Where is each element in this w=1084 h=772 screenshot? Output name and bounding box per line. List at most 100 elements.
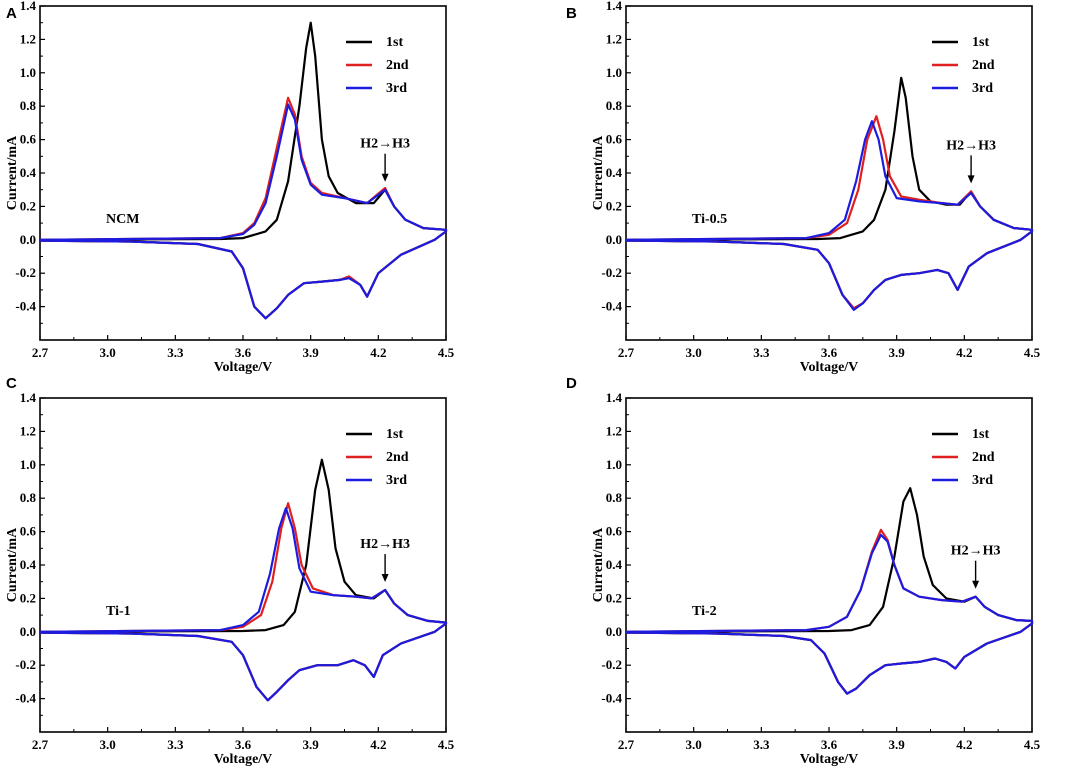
x-tick-label: 3.3 <box>753 345 770 360</box>
x-tick-label: 4.5 <box>1024 737 1041 752</box>
phase-annotation: H2→H3 <box>360 137 410 152</box>
y-tick-label: 0.6 <box>20 132 37 147</box>
x-tick-label: 3.3 <box>167 737 184 752</box>
legend-label-1st: 1st <box>386 427 403 442</box>
y-tick-label: 1.2 <box>606 423 622 438</box>
y-tick-label: 0.2 <box>20 590 36 605</box>
legend-label-2nd: 2nd <box>972 450 995 465</box>
y-tick-label: 0.0 <box>606 624 622 639</box>
phase-annotation: H2→H3 <box>360 537 410 552</box>
annotation-arrow-head <box>381 173 389 182</box>
legend-label-1st: 1st <box>972 427 989 442</box>
x-tick-label: 3.0 <box>100 737 116 752</box>
y-tick-label: 0.4 <box>606 557 623 572</box>
y-tick-label: 0.8 <box>606 98 623 113</box>
x-tick-label: 3.0 <box>686 345 702 360</box>
panel-label: D <box>566 375 577 392</box>
y-tick-label: 0.2 <box>606 590 622 605</box>
y-tick-label: 1.0 <box>20 65 36 80</box>
x-tick-label: 4.5 <box>1024 345 1041 360</box>
y-axis-label: Current/mA <box>5 527 20 602</box>
y-tick-label: 0.6 <box>20 524 37 539</box>
x-tick-label: 3.9 <box>889 345 906 360</box>
x-tick-label: 2.7 <box>618 737 635 752</box>
x-axis-label: Voltage/V <box>214 360 273 375</box>
y-tick-label: 1.0 <box>20 457 36 472</box>
legend-label-2nd: 2nd <box>386 58 409 73</box>
x-tick-label: 4.2 <box>956 345 972 360</box>
x-tick-label: 4.5 <box>438 737 455 752</box>
y-tick-label: 1.4 <box>20 0 37 13</box>
y-tick-label: 0.0 <box>20 624 36 639</box>
y-tick-label: 1.0 <box>606 457 622 472</box>
y-tick-label: 0.6 <box>606 132 623 147</box>
legend-label-3rd: 3rd <box>386 81 407 96</box>
y-tick-label: 1.0 <box>606 65 622 80</box>
series-line-3rd <box>625 120 1034 311</box>
y-tick-label: 1.2 <box>606 31 622 46</box>
y-tick-label: -0.2 <box>601 265 622 280</box>
x-axis-label: Voltage/V <box>214 752 273 767</box>
legend-label-1st: 1st <box>386 35 403 50</box>
legend-label-3rd: 3rd <box>386 473 407 488</box>
y-tick-label: -0.4 <box>601 691 622 706</box>
x-tick-label: 3.9 <box>303 345 320 360</box>
legend-label-2nd: 2nd <box>972 58 995 73</box>
x-tick-label: 2.7 <box>618 345 635 360</box>
y-tick-label: 0.2 <box>20 198 36 213</box>
series-line-3rd <box>625 533 1034 695</box>
x-axis-label: Voltage/V <box>800 360 859 375</box>
y-tick-label: -0.2 <box>601 657 622 672</box>
y-tick-label: 0.6 <box>606 524 623 539</box>
sample-label: NCM <box>106 212 139 227</box>
series-line-3rd <box>39 507 448 702</box>
y-tick-label: 1.4 <box>606 0 623 13</box>
x-tick-label: 2.7 <box>32 737 49 752</box>
chart-panel-c: C 2.7 3.0 3.3 3.6 3.9 4.2 4.5 -0.4 -0.2 0.0 0.2 0.4 0… <box>5 375 455 767</box>
y-axis-label: Current/mA <box>5 135 20 210</box>
sample-label: Ti-1 <box>106 604 131 619</box>
annotation-arrow-head <box>972 580 980 589</box>
x-axis-label: Voltage/V <box>800 752 859 767</box>
legend-label-2nd: 2nd <box>386 450 409 465</box>
x-tick-label: 3.3 <box>167 345 184 360</box>
annotation-arrow-head <box>381 574 389 583</box>
y-tick-label: 1.2 <box>20 423 36 438</box>
x-tick-label: 3.6 <box>235 737 252 752</box>
y-tick-label: 0.4 <box>20 557 37 572</box>
x-tick-label: 4.2 <box>370 737 386 752</box>
sample-label: Ti-0.5 <box>692 212 727 227</box>
x-tick-label: 4.5 <box>438 345 455 360</box>
y-tick-label: 1.2 <box>20 31 36 46</box>
chart-panel-a: A 2.7 3.0 3.3 3.6 3.9 4.2 4.5 -0.4 -0.2 0.0 0.2 0.4 0… <box>5 0 455 375</box>
annotation-arrow-head <box>967 175 975 184</box>
panel-label: A <box>6 5 17 22</box>
y-axis-label: Current/mA <box>591 527 606 602</box>
sample-label: Ti-2 <box>692 604 717 619</box>
y-tick-label: 0.8 <box>20 98 37 113</box>
y-tick-label: -0.4 <box>601 299 622 314</box>
y-axis-label: Current/mA <box>591 135 606 210</box>
y-tick-label: 0.0 <box>606 232 622 247</box>
series-line-2nd <box>39 502 448 702</box>
y-tick-label: 0.8 <box>606 490 623 505</box>
legend-label-1st: 1st <box>972 35 989 50</box>
y-tick-label: 1.4 <box>606 390 623 405</box>
x-tick-label: 2.7 <box>32 345 49 360</box>
legend-label-3rd: 3rd <box>972 81 993 96</box>
plot-frame <box>625 397 1033 733</box>
x-tick-label: 3.9 <box>303 737 320 752</box>
y-tick-label: 1.4 <box>20 390 37 405</box>
y-tick-label: 0.4 <box>20 165 37 180</box>
x-tick-label: 4.2 <box>956 737 972 752</box>
phase-annotation: H2→H3 <box>951 544 1001 559</box>
panel-label: C <box>6 375 17 392</box>
phase-annotation: H2→H3 <box>946 138 996 153</box>
y-tick-label: -0.4 <box>15 299 36 314</box>
y-tick-label: -0.4 <box>15 691 36 706</box>
y-tick-label: 0.4 <box>606 165 623 180</box>
y-tick-label: 0.0 <box>20 232 36 247</box>
y-tick-label: -0.2 <box>15 265 36 280</box>
chart-panel-b: B 2.7 3.0 3.3 3.6 3.9 4.2 4.5 -0.4 -0.2 0.0 0.2 0.4 0… <box>566 0 1041 375</box>
